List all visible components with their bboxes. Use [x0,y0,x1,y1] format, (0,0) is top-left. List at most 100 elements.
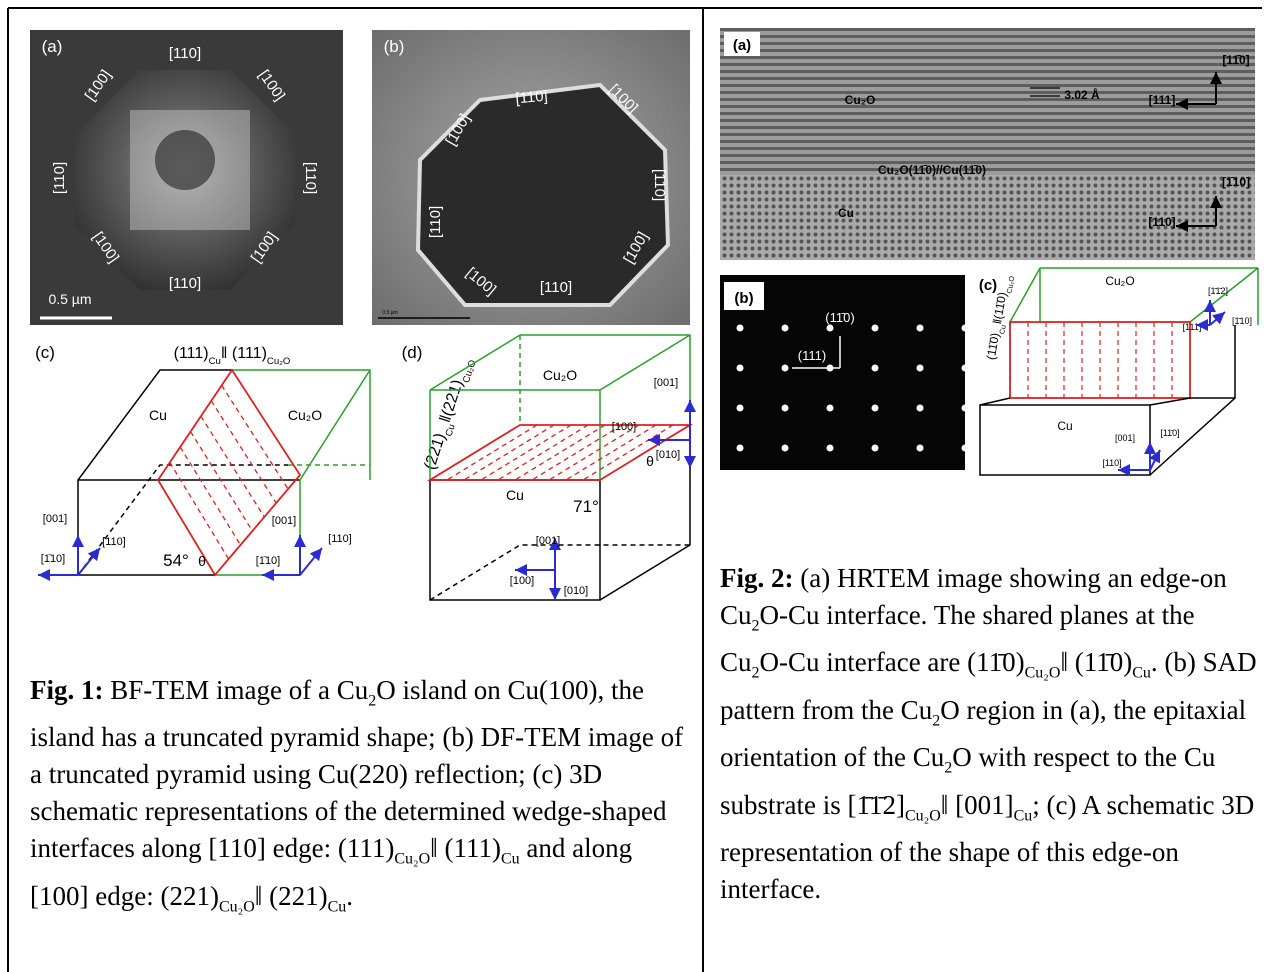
diffraction-spot [872,445,879,452]
label: Cu₂O [288,407,322,423]
caption-text: ‖ (11̄0) [1060,647,1132,677]
label: θ [646,453,654,469]
edge [191,432,253,531]
caption-text: O-Cu interface are (11̄0) [760,647,1025,677]
diffraction-spot [917,445,924,452]
diffraction-spot [827,325,834,332]
plane-text: ‖ (111) [221,345,267,362]
plane-text: ‖(221) [437,378,467,425]
label: [1̄1̄2] [1208,286,1228,296]
diffraction-spot [917,365,924,372]
diffraction-spot [827,405,834,412]
label: [1̄10] [256,555,280,567]
label: [111] [1149,93,1176,107]
edge [481,425,571,480]
plane-text: (111) [174,345,209,362]
caption-subscript: 2 [932,712,940,729]
label: (d) [402,343,423,362]
edge [211,401,276,503]
label: [100] [612,421,636,433]
label: Cu₂O(11̄0)//Cu(11̄0) [878,163,986,177]
label: Cu [506,487,524,503]
label: [111] [1183,322,1202,332]
scale-label: 0.5 µm [48,291,91,307]
plane-text: (221) [422,431,450,472]
axis-arrow [300,548,322,575]
diffraction-spot [827,445,834,452]
facet-label: [110] [51,162,68,194]
plane-subscript: Cu₂O [267,356,290,367]
caption-text: . [346,881,353,911]
label: [010] [564,585,588,597]
label: (b) [384,37,405,56]
caption-text: ‖ [001] [941,790,1014,820]
caption-subscript: 2 [752,617,760,634]
plane-subscript: Cu [209,356,221,367]
facet-label: [110] [540,279,572,296]
diffraction-spot [872,365,879,372]
diffraction-spot [782,405,789,412]
plane-subscript: Cu₂O [1004,275,1016,294]
edge [222,385,288,489]
label: [1̄10] [1222,175,1250,189]
label: (c) [35,343,55,362]
facet-label: [110] [169,275,201,292]
plane-label: (111)Cu‖ (111)Cu₂O [174,345,291,367]
label: [110] [102,536,126,548]
island-core [155,130,215,190]
axis-arrow [1210,312,1225,325]
label: [100] [510,575,534,587]
diffraction-spot [962,405,969,412]
edge [1150,398,1235,405]
label: Cu₂O [1105,274,1134,288]
facet-label: [110] [302,162,319,194]
edge [430,425,690,600]
plane-subscript: Cu [443,423,457,438]
fig2-caption: Fig. 2: (a) HRTEM image showing an edge-… [720,560,1260,908]
edge [201,416,264,517]
label: (b) [734,290,753,307]
label: Cu₂O [543,367,577,383]
edge [430,545,690,600]
edge [532,425,622,480]
caption-text: BF-TEM image of a Cu [104,675,369,705]
edge [464,425,554,480]
axis-arrow [78,548,100,575]
label: [11̄0] [1160,428,1179,438]
label: [110] [328,533,352,545]
label: (111) [798,348,826,363]
label: (11̄0) [825,310,854,325]
caption-subscript: Cu [501,851,520,868]
label: 3.02 Å [1064,87,1100,102]
label: (a) [733,37,751,54]
edge [549,425,639,480]
label: [11̄0] [1222,53,1249,67]
caption-subscript: Cu [1014,807,1033,824]
diffraction-spot [737,405,744,412]
diffraction-spot [962,325,969,332]
label: 71° [573,497,599,516]
diffraction-spot [737,445,744,452]
caption-subscript: Cu₂O [905,807,941,824]
label: Cu₂O [845,93,876,107]
label: Cu [838,206,854,220]
label: [001] [1115,433,1135,443]
diffraction-spot [737,325,744,332]
label: [110] [1102,458,1121,468]
label: θ [198,553,206,569]
edge [566,425,656,480]
scale-label: 0.5 µm [382,310,397,316]
fig1-caption: Fig. 1: BF-TEM image of a Cu2O island on… [30,672,690,925]
diffraction-spot [737,365,744,372]
facet-label: [110] [515,88,549,108]
page: (a)[110][100][100][110][110][100][100][1… [0,0,1270,972]
caption-subscript: Cu [1132,665,1151,682]
diffraction-spot [782,325,789,332]
label: (c) [979,277,997,294]
caption-subscript: Cu₂O [219,898,255,915]
facet-label: [110] [651,169,668,201]
facet-label: [110] [427,206,444,238]
caption-text: ‖ (221) [255,881,328,911]
caption-subscript: 2 [752,665,760,682]
label: [001] [654,377,678,389]
